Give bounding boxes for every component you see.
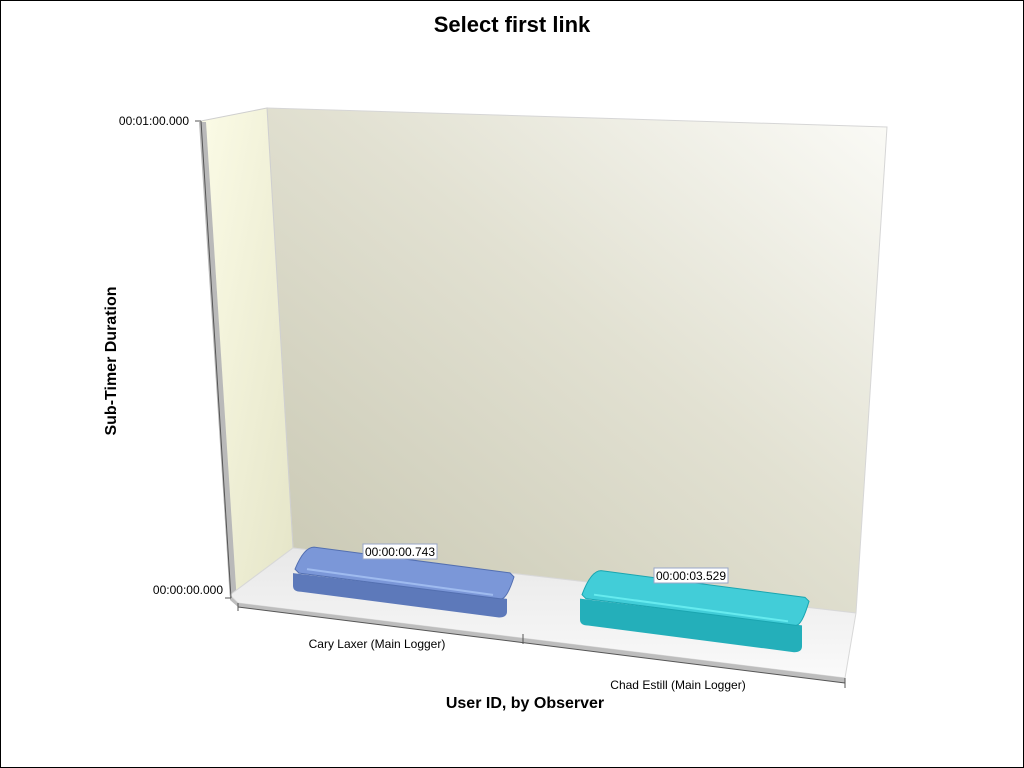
y-tick-label-top: 00:01:00.000 [119, 114, 189, 128]
x-category-label-1: Chad Estill (Main Logger) [610, 678, 745, 692]
bar-data-label-box-0 [362, 543, 438, 560]
x-category-label-0: Cary Laxer (Main Logger) [309, 637, 446, 651]
bar-data-label-box-1 [653, 567, 729, 584]
x-axis-title: User ID, by Observer [445, 695, 605, 712]
y-tick-label-bottom: 00:00:00.000 [153, 583, 223, 597]
bar-data-label-0: 00:00:00.743 [365, 545, 435, 559]
bar-data-label-1: 00:00:03.529 [656, 569, 726, 583]
bar-front-0 [293, 573, 507, 618]
x-axis-line [237, 606, 846, 684]
bars-group: 00:00:00.743 00:00:03.529 [293, 543, 810, 653]
y-axis-line [200, 120, 232, 599]
floor-edge [230, 596, 845, 683]
bar-highlight-1 [593, 593, 789, 623]
y-axis-title: Sub-Timer Duration [103, 286, 120, 436]
chart-title: Select first link [433, 12, 591, 37]
bar-top-1 [581, 570, 810, 626]
bar-front-1 [580, 598, 802, 653]
bar-top-0 [294, 546, 515, 600]
back-wall [266, 107, 888, 614]
bar-highlight-0 [306, 568, 494, 596]
